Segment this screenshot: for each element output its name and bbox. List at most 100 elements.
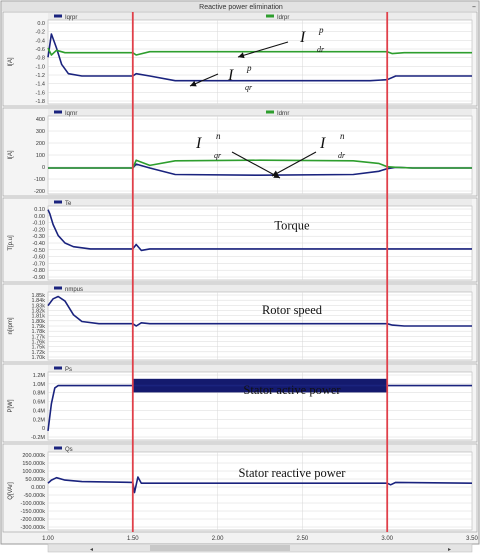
y-tick-label: 0.4M (33, 408, 46, 414)
annotation-sub: qr (245, 83, 253, 92)
y-tick-label: -0.30 (32, 234, 45, 240)
y-tick-label: -0.70 (32, 261, 45, 267)
y-tick-label: -0.90 (32, 275, 45, 281)
annotation-arrow (237, 41, 289, 58)
y-tick-label: 300 (36, 129, 45, 135)
y-tick-label: 1.83k (32, 303, 46, 309)
y-tick-label: 1.84k (32, 298, 46, 304)
legend-label: Idrnr (277, 111, 289, 117)
y-tick-label: -0.6 (36, 47, 45, 53)
y-tick-label: 400 (36, 117, 45, 123)
y-tick-label: 0.000 (31, 485, 45, 491)
y-tick-label: 1.78k (32, 329, 46, 335)
annotation-arrow (231, 151, 281, 179)
y-tick-label: 0.6M (33, 400, 46, 406)
legend-swatch (266, 110, 274, 114)
legend-swatch (54, 14, 62, 18)
y-tick-label: -1.6 (36, 90, 45, 96)
time-markers (131, 12, 389, 532)
y-tick-label: 1.81k (32, 314, 46, 320)
y-tick-label: -0.10 (32, 221, 45, 227)
y-tick-label: 0.2M (33, 417, 46, 423)
legend-swatch (54, 200, 62, 204)
annotation-arrow (271, 151, 317, 177)
scroll-left-icon[interactable]: ◂ (90, 546, 93, 553)
annotation-sub: dr (338, 151, 346, 160)
chart-panel-4: 1.85k1.84k1.83k1.82k1.81k1.80k1.79k1.78k… (2, 283, 478, 363)
y-axis-label: T[p.u] (8, 235, 14, 251)
legend-bar (48, 365, 472, 372)
x-tick-label: 1.50 (127, 536, 139, 542)
plot-area (47, 451, 473, 531)
legend-bar (48, 445, 472, 452)
panel-title: Rotor speed (262, 303, 323, 317)
annotation-sub: dr (317, 45, 325, 54)
annotation-main: I (227, 67, 234, 84)
horizontal-scrollbar[interactable]: ◂ ▸ (47, 543, 473, 553)
x-tick-label: 3.00 (381, 536, 393, 542)
scrollbar-thumb[interactable] (150, 545, 290, 551)
panel-title: Stator active power (243, 383, 341, 397)
y-tick-label: -100.000k (21, 501, 46, 507)
x-tick-label: 2.50 (297, 536, 309, 542)
y-axis-label: P[W] (8, 399, 14, 412)
y-tick-label: -200 (34, 189, 45, 195)
y-tick-label: 1.70k (32, 355, 46, 361)
legend-bar (48, 13, 472, 20)
x-axis: 1.00 1.50 2.00 2.50 3.00 3.50 (42, 536, 478, 542)
annotation-sup: p (318, 25, 324, 35)
legend-swatch (266, 14, 274, 18)
scroll-right-icon[interactable]: ▸ (448, 546, 451, 553)
annotation-arrowhead (190, 80, 197, 87)
y-tick-label: -1.4 (36, 82, 45, 88)
y-tick-label: 1.76k (32, 340, 46, 346)
y-tick-label: 50.000k (25, 477, 45, 483)
legend-swatch (54, 446, 62, 450)
y-tick-label: 1.80k (32, 319, 46, 325)
legend-swatch (54, 110, 62, 114)
y-axis-label: I[A] (8, 57, 14, 66)
y-tick-label: 150.000k (22, 461, 45, 467)
chart-panel-6: 200.000k 150.000k 100.000k 50.000k 0.000 -50.… (2, 443, 478, 533)
legend-bar (48, 109, 472, 116)
y-tick-label: 1.82k (32, 309, 46, 315)
y-tick-label: 0.10 (34, 207, 45, 213)
y-tick-label: 0 (42, 165, 45, 171)
legend-label: Iqrpr (65, 15, 77, 21)
legend-label: Iqrnr (65, 111, 77, 117)
y-tick-label: 1.85k (32, 293, 46, 299)
panel-title: Stator reactive power (239, 466, 347, 480)
y-tick-label: 1.0M (33, 382, 46, 388)
series-line-Qs (47, 476, 473, 494)
y-tick-label: 100.000k (22, 469, 45, 475)
y-tick-label: 1.75k (32, 345, 46, 351)
y-tick-label: 1.77k (32, 334, 46, 340)
window-minimize-icon[interactable]: – (472, 2, 476, 11)
x-tick-label: 1.00 (42, 536, 54, 542)
y-tick-label: -200.000k (21, 517, 46, 523)
y-tick-label: -0.80 (32, 268, 45, 274)
annotation-arrowhead (272, 170, 279, 176)
y-tick-label: -100 (34, 177, 45, 183)
legend-bar (48, 285, 472, 292)
y-tick-label: 1.79k (32, 324, 46, 330)
y-tick-label: -0.2M (31, 435, 45, 441)
series-line-Idrnr (48, 159, 472, 169)
legend-label: nmpus (65, 287, 83, 293)
panel-title: Torque (274, 219, 310, 233)
annotation-main: I (319, 135, 326, 152)
y-tick-label: -1.8 (36, 99, 45, 105)
x-tick-label: 2.00 (212, 536, 224, 542)
legend-label: Te (65, 201, 72, 207)
y-tick-label: -0.60 (32, 255, 45, 261)
legend-label: Qs (65, 447, 73, 453)
legend-bar (48, 199, 472, 206)
annotation-sup: n (340, 131, 345, 141)
y-tick-label: -0.40 (32, 241, 45, 247)
chart-panel-5: 1.2M 1.0M 0.8M 0.6M 0.4M 0.2M 0 -0.2M P[W] Ps Stat… (2, 363, 478, 443)
